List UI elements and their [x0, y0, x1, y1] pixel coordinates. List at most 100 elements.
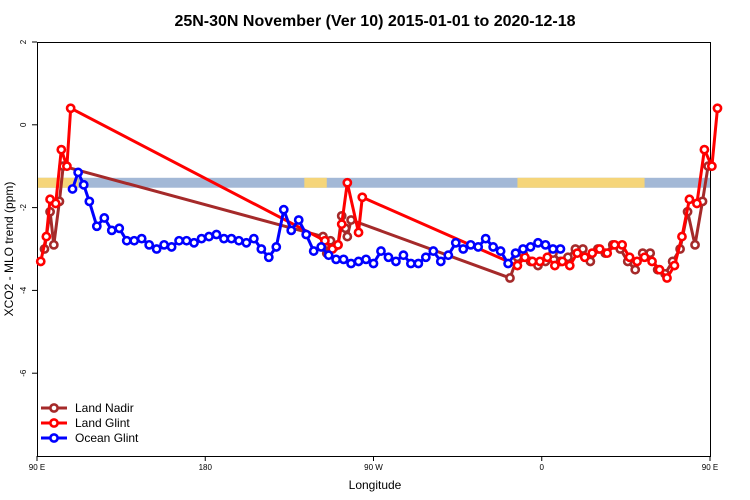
data-point	[699, 144, 710, 155]
data-point	[542, 252, 553, 263]
data-point	[151, 244, 162, 254]
data-point	[106, 225, 117, 236]
ocean-band	[37, 177, 710, 188]
x-tick-label: 180	[199, 463, 213, 472]
data-point	[398, 250, 409, 261]
data-point	[428, 246, 439, 256]
data-point	[84, 196, 95, 207]
data-point	[533, 237, 543, 248]
y-tick-label: 2	[19, 39, 28, 44]
data-point	[512, 260, 523, 271]
x-tick-label: 90 E	[29, 463, 45, 472]
y-tick-label: -4	[19, 286, 28, 294]
data-point	[136, 233, 147, 244]
data-point	[579, 252, 590, 263]
data-point	[572, 248, 583, 259]
data-point	[301, 229, 312, 240]
legend-item: Land Glint	[41, 416, 130, 430]
data-point	[62, 161, 72, 172]
data-point	[450, 237, 461, 248]
data-point	[520, 252, 530, 263]
data-point	[333, 239, 343, 250]
data-point	[129, 235, 140, 246]
y-tick-label: -2	[19, 203, 28, 211]
data-point	[204, 231, 214, 242]
data-point	[458, 244, 469, 254]
data-point	[263, 252, 274, 263]
data-point	[510, 248, 521, 259]
series-layer	[35, 103, 723, 283]
data-point	[346, 258, 356, 269]
data-point	[159, 239, 170, 250]
data-point	[420, 252, 431, 263]
data-point	[503, 258, 513, 269]
data-point	[338, 254, 349, 265]
data-point	[602, 248, 613, 259]
data-point	[488, 242, 499, 252]
data-point	[308, 246, 319, 256]
data-point	[65, 103, 76, 114]
data-point	[144, 239, 155, 250]
data-point	[555, 244, 566, 254]
data-point	[525, 242, 536, 252]
legend-swatch-marker	[49, 433, 59, 443]
series-land-glint	[35, 103, 723, 283]
data-point	[391, 256, 401, 267]
data-point	[669, 260, 680, 271]
data-point	[413, 258, 424, 269]
data-point	[692, 198, 702, 209]
data-point	[336, 219, 347, 230]
data-point	[50, 198, 61, 209]
data-point	[278, 204, 289, 215]
data-point	[518, 244, 528, 254]
land-band-segment	[304, 177, 327, 188]
data-point	[78, 179, 89, 190]
data-point	[630, 264, 641, 275]
data-point	[647, 256, 657, 267]
x-tick-label: 90 W	[364, 463, 383, 472]
legend-label: Ocean Glint	[75, 431, 139, 445]
legend-item: Land Nadir	[41, 401, 134, 415]
y-tick-label: 0	[19, 122, 28, 127]
data-point	[166, 242, 177, 252]
data-point	[48, 239, 59, 250]
data-point	[443, 250, 454, 261]
data-point	[706, 161, 717, 172]
data-point	[548, 244, 558, 254]
data-point	[331, 254, 342, 265]
chart-title: 25N-30N November (Ver 10) 2015-01-01 to …	[174, 13, 575, 30]
data-point	[91, 221, 102, 232]
data-point	[662, 273, 672, 283]
x-axis-ticks: 90 E 180 90 W 0 90 E	[29, 456, 718, 472]
data-point	[465, 239, 476, 250]
data-point	[346, 215, 356, 225]
data-point	[67, 184, 78, 194]
data-point	[587, 248, 598, 259]
data-point	[286, 225, 297, 236]
data-point	[211, 229, 222, 240]
y-tick-label: -6	[19, 369, 28, 377]
data-point	[357, 192, 368, 203]
legend-label: Land Nadir	[75, 401, 134, 415]
data-point	[353, 227, 364, 238]
data-point	[639, 252, 650, 263]
legend-label: Land Glint	[75, 416, 130, 430]
data-point	[405, 258, 416, 269]
data-point	[361, 254, 371, 265]
data-point	[189, 237, 199, 248]
land-band-segment	[517, 177, 645, 188]
data-point	[594, 244, 605, 254]
data-point	[473, 242, 484, 252]
legend-swatch-marker	[49, 418, 59, 428]
data-point	[226, 233, 237, 244]
data-point	[368, 258, 379, 269]
data-point	[495, 246, 506, 256]
data-point	[480, 233, 491, 244]
data-point	[505, 273, 515, 283]
data-point	[540, 239, 551, 250]
data-point	[316, 242, 327, 252]
legend-item: Ocean Glint	[41, 431, 139, 445]
y-axis-ticks: 2 0 -2 -4 -6	[19, 39, 37, 377]
